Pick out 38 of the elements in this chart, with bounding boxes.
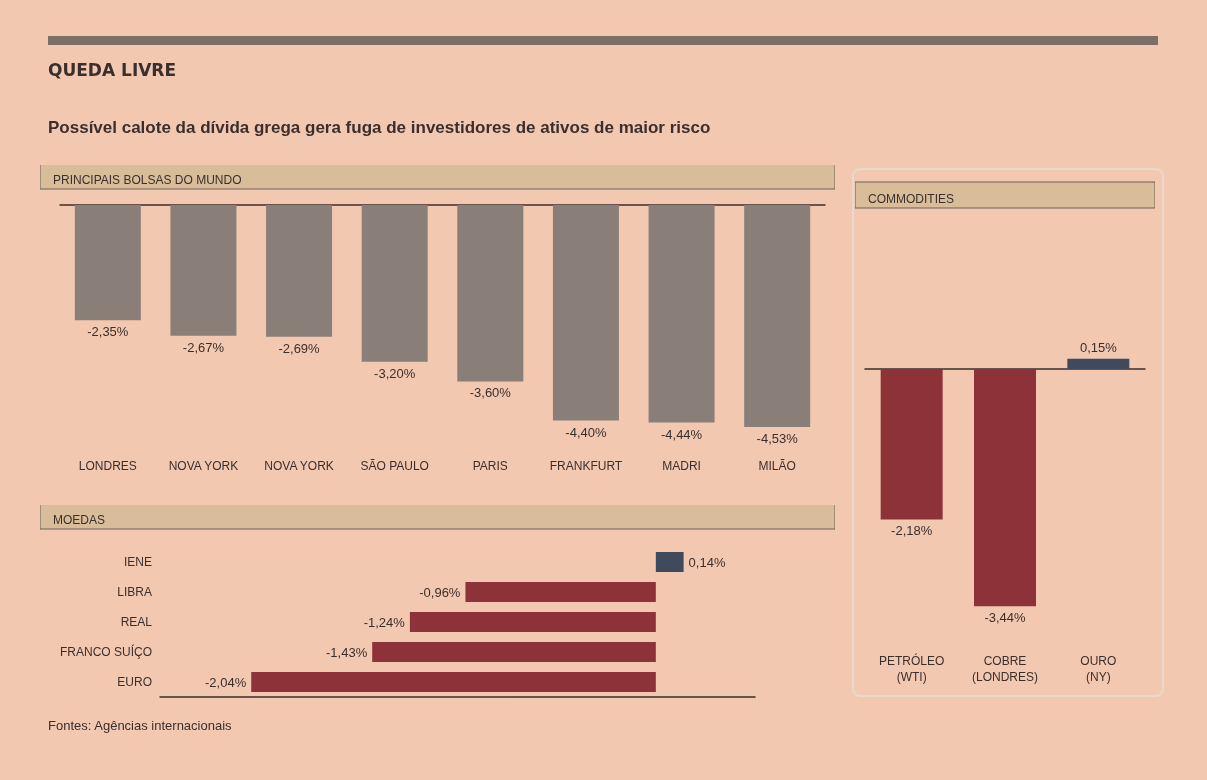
data-label: -2,04% xyxy=(205,674,247,690)
data-label: -0,96% xyxy=(419,584,461,600)
x-tick-label: OURO (NY) xyxy=(1080,654,1117,684)
chart-title: PRINCIPAIS BOLSAS DO MUNDO xyxy=(53,173,242,187)
x-tick-label: LONDRES xyxy=(78,459,137,473)
x-tick-label: NOVA YORK xyxy=(168,459,239,473)
x-tick-label: PARIS xyxy=(472,459,508,473)
y-tick-label: FRANCO SUÍÇO xyxy=(59,644,152,659)
x-tick-label: COBRE (LONDRES) xyxy=(971,654,1039,684)
text: Possível calote da dívida grega gera fuga de investidores de ativos de maior risco xyxy=(48,118,711,138)
data-label: -2,67% xyxy=(182,339,225,355)
x-tick-label: PETRÓLEO (WTI) xyxy=(878,653,945,684)
text: QUEDA LIVRE xyxy=(48,60,177,80)
data-label: -3,44% xyxy=(984,610,1027,626)
data-label: -1,43% xyxy=(326,644,368,660)
chart-title: COMMODITIES xyxy=(868,192,954,206)
data-label: -2,35% xyxy=(87,324,129,340)
text: Fontes: Agências internacionais xyxy=(48,718,232,733)
data-label: 0,14% xyxy=(688,554,726,570)
data-label: -4,40% xyxy=(565,424,607,440)
data-label: -3,20% xyxy=(374,365,416,381)
data-label: -2,69% xyxy=(278,340,321,356)
x-tick-label: MADRI xyxy=(662,459,701,473)
x-tick-label: NOVA YORK xyxy=(264,459,334,473)
y-tick-label: LIBRA xyxy=(117,585,152,599)
data-label: 0,15% xyxy=(1079,339,1118,355)
data-label: -3,60% xyxy=(469,385,512,401)
data-label: -2,18% xyxy=(891,523,933,539)
x-tick-label: FRANKFURT xyxy=(549,459,623,473)
y-tick-label: IENE xyxy=(123,555,152,569)
x-tick-label: SÃO PAULO xyxy=(360,459,429,473)
y-tick-label: REAL xyxy=(120,615,153,629)
y-tick-label: EURO xyxy=(117,675,152,689)
data-label: -1,24% xyxy=(363,614,406,630)
data-label: -4,53% xyxy=(756,430,799,446)
data-label: -4,44% xyxy=(660,426,703,442)
text: MOEDAS xyxy=(53,513,106,527)
x-tick-label: MILÃO xyxy=(758,459,796,473)
